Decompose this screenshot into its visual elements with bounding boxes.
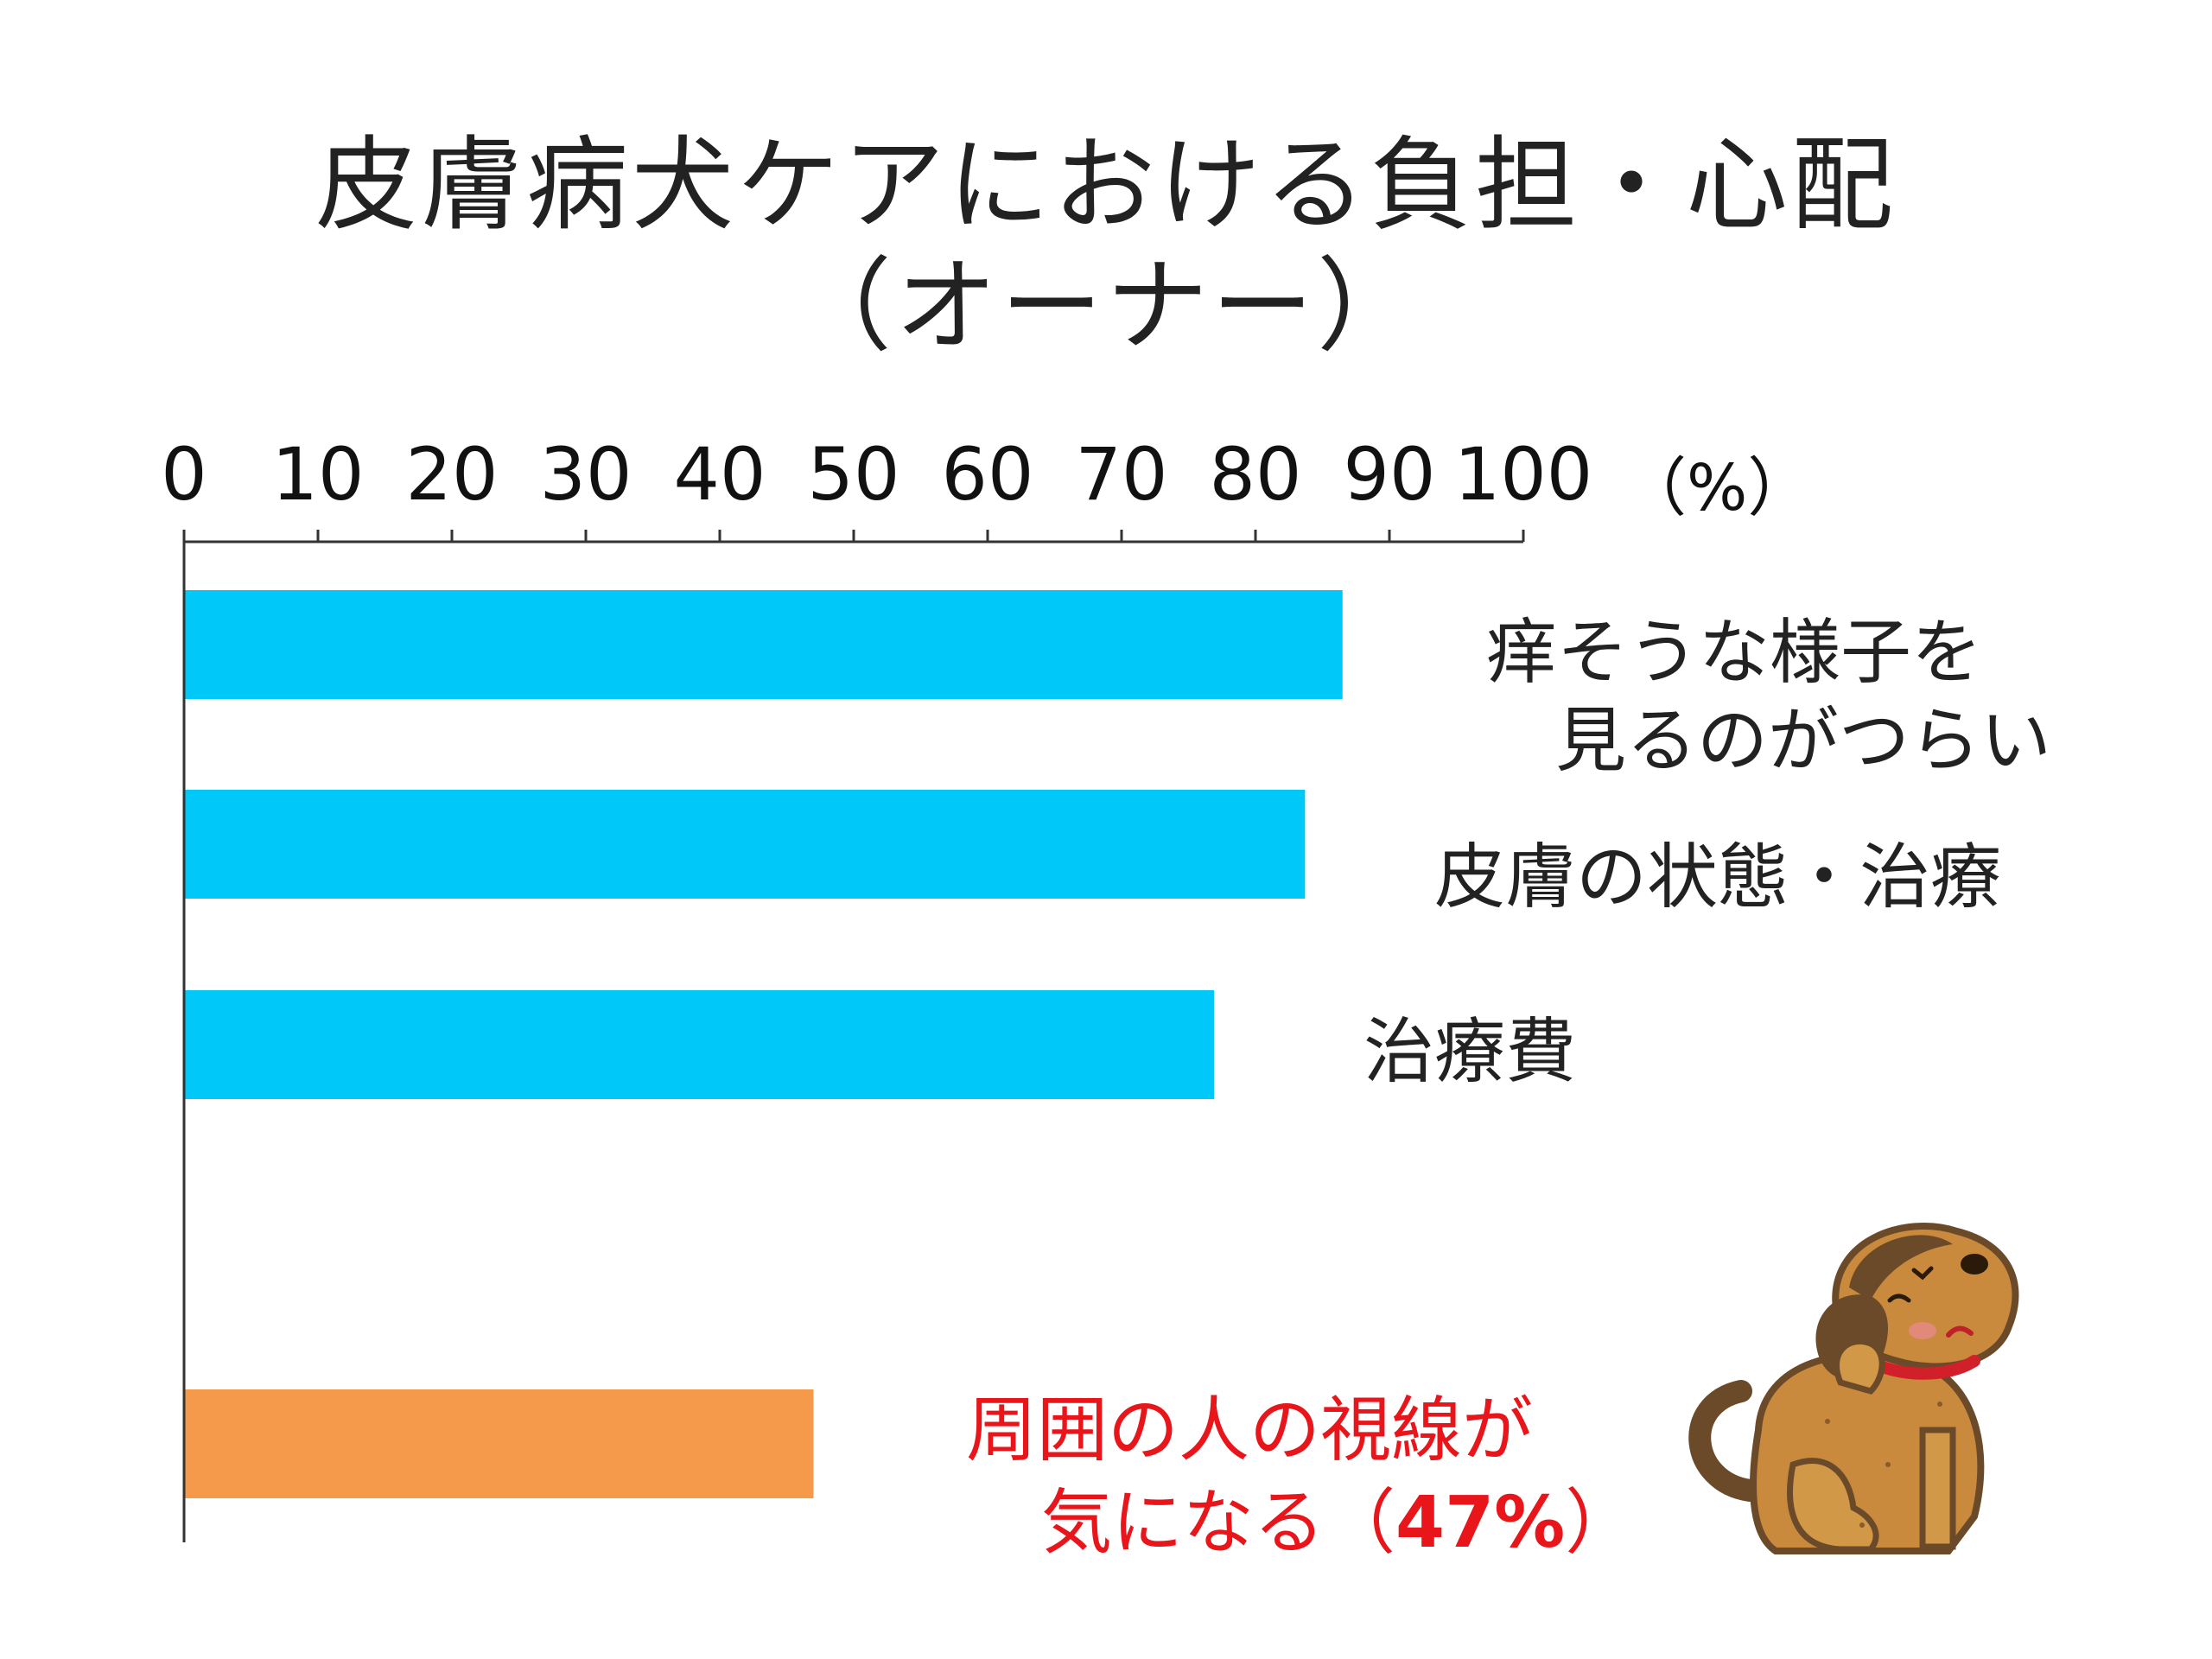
x-tick-label-8: 80	[1210, 432, 1302, 517]
x-tick-label-1: 10	[272, 432, 365, 517]
x-tick-label-7: 70	[1076, 432, 1168, 517]
x-tick-label-2: 20	[406, 432, 499, 517]
category-label-gaze: 周囲の人の視線が	[966, 1389, 1534, 1471]
category-label-skin: 皮膚の状態・治療	[1434, 836, 2002, 918]
x-tick-label-3: 30	[540, 432, 632, 517]
x-tick-label-4: 40	[674, 432, 766, 517]
chart-title-line2: （オーナー）	[789, 246, 1422, 365]
category-label-cost: 治療費	[1363, 1011, 1577, 1093]
x-tick-label-10: 100	[1454, 432, 1592, 517]
bar-3	[184, 1389, 814, 1498]
category-label-gaze-line2: 気になる（47%）	[1041, 1482, 1637, 1564]
bar-2	[184, 990, 1214, 1099]
highlight-percent: 47%	[1395, 1482, 1566, 1564]
scratching-dog-icon	[1688, 1223, 2019, 1554]
x-tick-label-0: 0	[161, 432, 207, 517]
x-tick-label-6: 60	[942, 432, 1034, 517]
category-label-itchy: 痒そうな様子を	[1486, 612, 1983, 694]
bar-1	[184, 790, 1306, 899]
chart-title-line1: 皮膚病犬ケアにおける負担・心配	[315, 125, 1897, 245]
x-tick-label-9: 90	[1344, 432, 1436, 517]
x-tick-label-5: 50	[808, 432, 900, 517]
x-axis-unit-label: （%）	[1623, 451, 1812, 525]
bar-0	[184, 590, 1343, 699]
category-label-itchy-line2: 見るのがつらい	[1555, 700, 2052, 782]
